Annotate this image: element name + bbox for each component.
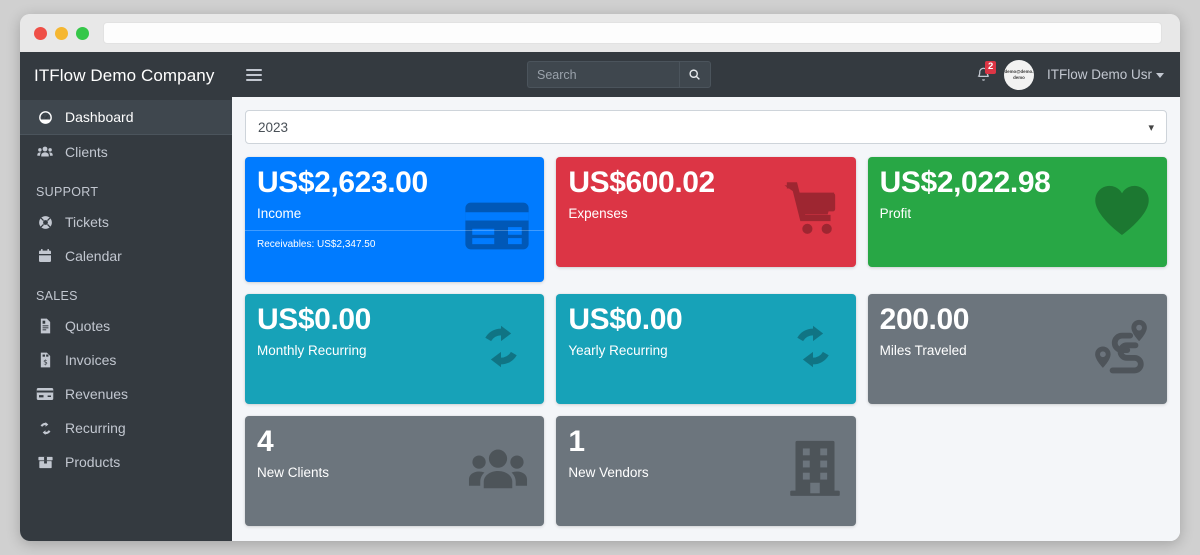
stat-card-monthly-recurring[interactable]: US$0.00 Monthly Recurring <box>245 294 545 404</box>
stat-card-row-2: US$0.00 Monthly Recurring US$0.00 <box>245 294 1167 404</box>
browser-titlebar <box>20 14 1180 52</box>
top-navbar: 2 demo@demo. demo ITFlow Demo Usr <box>232 52 1180 97</box>
sidebar-item-label: Calendar <box>65 248 122 264</box>
sidebar-item-recurring[interactable]: Recurring <box>20 411 232 445</box>
maximize-window-button[interactable] <box>76 26 89 40</box>
bell-icon <box>978 67 989 81</box>
avatar[interactable]: demo@demo. demo <box>1003 59 1034 90</box>
heart-icon <box>1091 182 1153 243</box>
chevron-down-icon: ▾ <box>1148 121 1154 134</box>
stat-card-value: US$2,623.00 <box>257 166 428 199</box>
sidebar: ITFlow Demo Company Dashboard <box>20 52 232 541</box>
sidebar-item-label: Invoices <box>65 352 117 368</box>
sidebar-item-clients[interactable]: Clients <box>20 135 232 169</box>
file-invoice-dollar-icon: $ <box>36 351 54 369</box>
route-icon <box>1089 318 1153 381</box>
sidebar-item-calendar[interactable]: Calendar <box>20 239 232 273</box>
calendar-icon <box>36 247 54 265</box>
year-filter-select[interactable]: 2023 ▾ <box>245 110 1167 144</box>
stat-card-row-3: 4 New Clients <box>245 416 1167 526</box>
stat-card-expenses[interactable]: US$600.02 Expenses <box>556 157 856 267</box>
stat-card-value: 4 <box>257 425 274 458</box>
sidebar-item-quotes[interactable]: Quotes <box>20 309 232 343</box>
sync-icon <box>784 318 842 381</box>
user-name-label: ITFlow Demo Usr <box>1046 67 1152 82</box>
users-icon <box>466 444 530 499</box>
shopping-cart-icon <box>780 181 842 244</box>
stat-card-label: Income <box>257 206 302 222</box>
search-icon <box>689 69 701 80</box>
stat-card-row-1: US$2,623.00 Income <box>245 157 1167 282</box>
notification-badge: 2 <box>984 61 997 74</box>
stat-card-label: New Clients <box>257 465 330 481</box>
stat-card-label: Miles Traveled <box>879 343 967 359</box>
sidebar-item-revenues[interactable]: Revenues <box>20 377 232 411</box>
building-icon <box>788 440 842 503</box>
sidebar-section-support: SUPPORT <box>36 185 99 199</box>
stat-card-label: New Vendors <box>568 465 649 481</box>
user-menu[interactable]: ITFlow Demo Usr <box>1047 67 1164 82</box>
year-filter-value: 2023 <box>258 119 289 135</box>
sidebar-item-label: Quotes <box>65 318 111 334</box>
sidebar-section-sales: SALES <box>36 289 78 303</box>
credit-card-icon <box>464 201 530 256</box>
avatar-line-2: demo <box>1013 74 1025 80</box>
sidebar-item-products[interactable]: Products <box>20 445 232 479</box>
file-invoice-icon <box>36 317 54 335</box>
sidebar-item-dashboard[interactable]: Dashboard <box>20 100 232 135</box>
stat-card-label: Yearly Recurring <box>568 343 668 359</box>
hamburger-icon[interactable] <box>246 66 262 84</box>
sidebar-item-invoices[interactable]: $ Invoices <box>20 343 232 377</box>
content-column: 2 demo@demo. demo ITFlow Demo Usr 2023 ▾ <box>232 52 1180 541</box>
tachometer-icon <box>36 108 54 126</box>
sidebar-item-label: Clients <box>65 144 108 160</box>
credit-card-icon <box>36 385 54 403</box>
search-input[interactable] <box>526 61 679 88</box>
stat-card-value: US$2,022.98 <box>879 166 1051 199</box>
users-icon <box>36 143 54 161</box>
stat-card-profit[interactable]: US$2,022.98 Profit <box>867 157 1167 267</box>
stat-card-label: Profit <box>879 206 912 222</box>
stat-card-value: 1 <box>568 425 585 458</box>
search-bar <box>526 61 711 88</box>
sidebar-item-label: Dashboard <box>65 109 134 125</box>
chevron-down-icon <box>1155 72 1164 78</box>
app-shell: ITFlow Demo Company Dashboard <box>20 52 1180 541</box>
stat-card-value: US$0.00 <box>257 303 371 336</box>
stat-card-value: US$600.02 <box>568 166 715 199</box>
close-window-button[interactable] <box>34 26 47 40</box>
stat-card-label: Monthly Recurring <box>257 343 367 359</box>
sidebar-item-label: Products <box>65 454 121 470</box>
navbar-right: 2 demo@demo. demo ITFlow Demo Usr <box>976 59 1164 90</box>
stat-card-label: Expenses <box>568 206 628 222</box>
notifications-button[interactable]: 2 <box>976 61 997 82</box>
stat-card-new-vendors[interactable]: 1 New Vendors <box>556 416 856 526</box>
svg-text:$: $ <box>43 358 48 367</box>
stat-card-value: US$0.00 <box>568 303 683 336</box>
box-icon <box>36 453 54 471</box>
url-bar[interactable] <box>103 22 1162 44</box>
life-ring-icon <box>36 213 54 231</box>
stat-card-income[interactable]: US$2,623.00 Income <box>245 157 545 282</box>
minimize-window-button[interactable] <box>55 26 68 40</box>
sidebar-item-tickets[interactable]: Tickets <box>20 205 232 239</box>
stat-card-new-clients[interactable]: 4 New Clients <box>245 416 545 526</box>
search-button[interactable] <box>678 61 711 88</box>
sync-icon <box>36 419 54 437</box>
sync-icon <box>472 318 530 381</box>
main-content: 2023 ▾ US$2,623.00 Income <box>232 97 1180 541</box>
sidebar-item-label: Recurring <box>65 420 126 436</box>
stat-card-value: 200.00 <box>879 303 970 336</box>
traffic-lights <box>34 26 89 40</box>
sidebar-item-label: Revenues <box>65 386 129 402</box>
avatar-line-1: demo@demo. <box>1004 69 1034 74</box>
sidebar-item-label: Tickets <box>65 214 109 230</box>
browser-window: ITFlow Demo Company Dashboard <box>20 14 1180 541</box>
stat-card-miles-traveled[interactable]: 200.00 Miles Traveled <box>867 294 1167 404</box>
stat-card-footer: Receivables: US$2,347.50 <box>245 230 545 260</box>
stat-card-yearly-recurring[interactable]: US$0.00 Yearly Recurring <box>556 294 856 404</box>
brand-title[interactable]: ITFlow Demo Company <box>34 66 215 85</box>
